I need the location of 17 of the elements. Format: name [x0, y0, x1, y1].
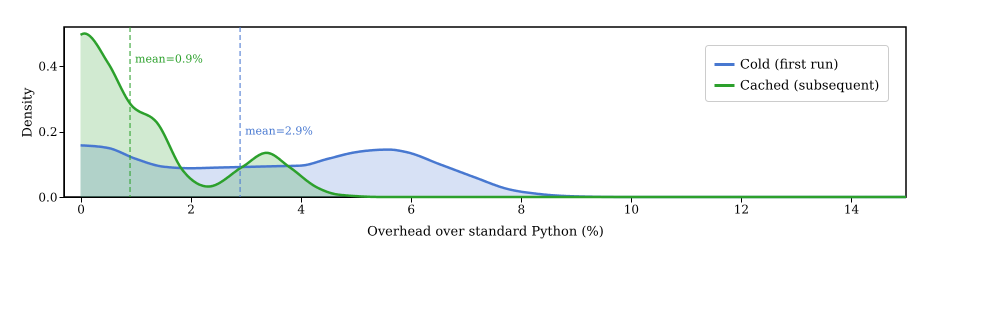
x-tick-label: 8 — [517, 202, 526, 216]
x-tick-label: 0 — [77, 202, 85, 216]
x-tick-label: 14 — [844, 202, 860, 216]
x-tick-label: 4 — [297, 202, 306, 216]
x-tick-label: 2 — [187, 202, 195, 216]
x-axis-title: Overhead over standard Python (%) — [367, 224, 604, 240]
annotation: mean=0.9% — [135, 52, 203, 66]
x-tick-label: 6 — [407, 202, 416, 216]
x-tick-label: 12 — [734, 202, 750, 216]
y-tick-label: 0.2 — [38, 125, 58, 140]
legend-label: Cold (first run) — [740, 58, 838, 72]
annotation: mean=2.9% — [245, 124, 313, 138]
y-axis-title: Density — [20, 86, 36, 138]
y-tick-label: 0.4 — [38, 60, 58, 74]
legend-label: Cached (subsequent) — [740, 78, 880, 94]
x-tick-label: 10 — [624, 202, 639, 216]
y-tick-label: 0.0 — [38, 190, 58, 204]
